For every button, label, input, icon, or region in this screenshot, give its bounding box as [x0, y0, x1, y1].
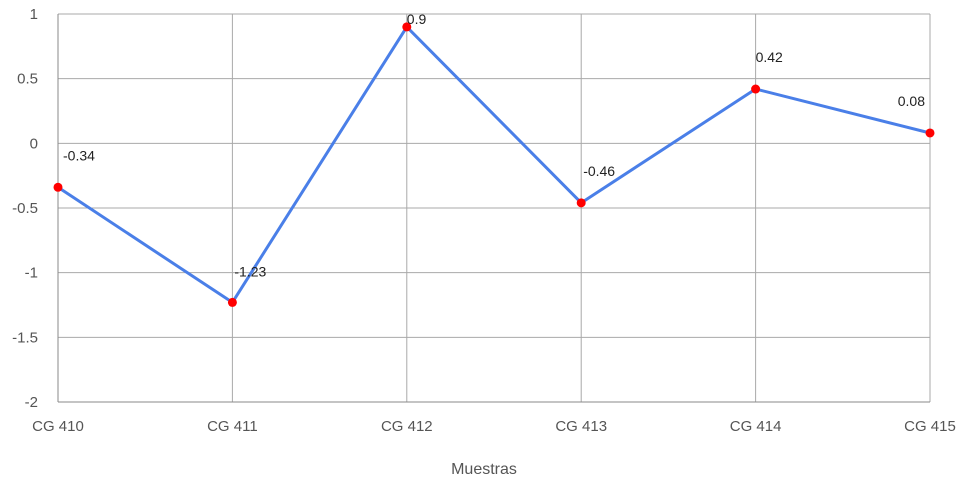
data-point — [53, 182, 63, 192]
data-point — [576, 198, 586, 208]
y-axis-ticks: 1 0.5 0 -0.5 -1 -1.5 -2 — [12, 6, 38, 411]
y-tick-label: -1 — [25, 265, 38, 282]
x-axis-ticks: CG 410 CG 411 CG 412 CG 413 CG 414 CG 415 — [32, 418, 956, 435]
x-tick-label: CG 415 — [904, 418, 956, 435]
data-point — [925, 128, 935, 138]
y-tick-label: 1 — [30, 6, 38, 23]
data-label: 0.42 — [756, 49, 783, 65]
y-tick-label: -2 — [25, 394, 38, 411]
x-tick-label: CG 412 — [381, 418, 433, 435]
y-tick-label: 0 — [30, 135, 38, 152]
data-label: -1.23 — [234, 263, 266, 279]
y-tick-label: 0.5 — [17, 71, 38, 88]
data-label: 0.08 — [898, 93, 925, 109]
series — [53, 22, 935, 307]
data-point — [751, 84, 761, 94]
x-tick-label: CG 411 — [207, 418, 258, 435]
data-label: -0.46 — [583, 163, 615, 179]
data-point — [402, 22, 412, 32]
x-tick-label: CG 413 — [555, 418, 607, 435]
data-point — [227, 297, 237, 307]
data-label: 0.9 — [407, 11, 427, 27]
x-tick-label: CG 410 — [32, 418, 84, 435]
x-tick-label: CG 414 — [730, 418, 782, 435]
series-line — [57, 25, 931, 304]
grid — [57, 13, 931, 403]
y-tick-label: -1.5 — [12, 329, 38, 346]
data-labels: -0.34 -1.23 0.9 -0.46 0.42 0.08 — [63, 11, 925, 279]
x-axis-title: Muestras — [451, 461, 517, 478]
data-label: -0.34 — [63, 147, 95, 163]
y-tick-label: -0.5 — [12, 200, 38, 217]
